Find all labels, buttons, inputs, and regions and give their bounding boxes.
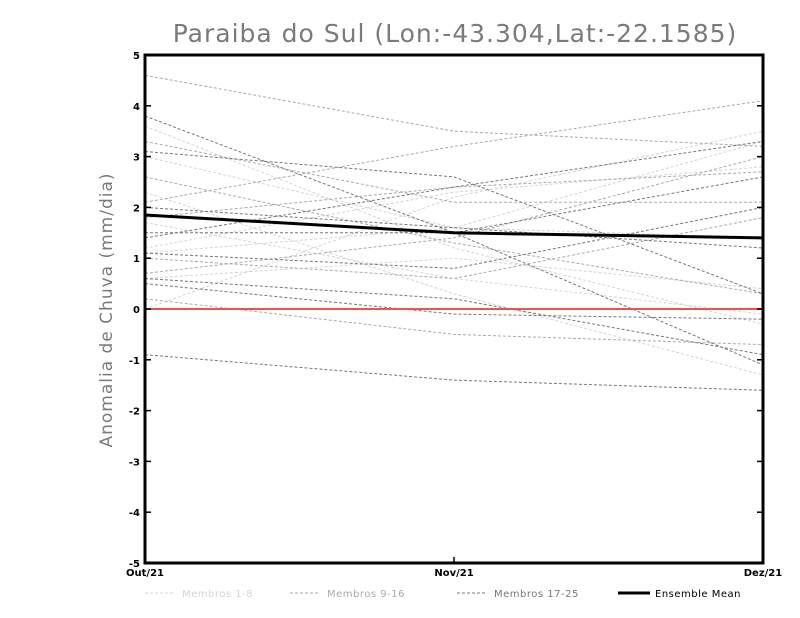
series-line-member-8 <box>144 222 764 315</box>
y-tick-label: -4 <box>129 508 140 519</box>
series-line-member-23 <box>144 354 764 391</box>
y-tick-label: -2 <box>129 407 140 418</box>
legend-label-2: Membros 9-16 <box>327 589 405 600</box>
series-line-member-1 <box>144 125 764 325</box>
series-line-member-5 <box>144 166 764 249</box>
x-tick-label: Out/21 <box>126 568 164 579</box>
y-axis-label: Anomalia de Chuva (mm/dia) <box>97 172 117 447</box>
series-layer <box>144 74 764 391</box>
y-axis-ticks: 5 4 3 2 1 0 -1 -2 -3 -4 -5 <box>129 51 763 570</box>
series-line-member-10 <box>144 100 764 203</box>
series-line-member-18 <box>144 151 764 295</box>
series-line-member-13 <box>144 298 764 346</box>
series-line-member-14 <box>144 171 764 219</box>
x-tick-label: Dez/21 <box>744 568 783 579</box>
y-tick-label: 0 <box>133 305 140 316</box>
chart-title: Paraiba do Sul (Lon:-43.304,Lat:-22.1585… <box>173 19 738 48</box>
legend-label-4: Ensemble Mean <box>655 589 741 600</box>
x-tick-label: Nov/21 <box>434 568 473 579</box>
ensemble-mean-line <box>144 213 764 240</box>
legend-label-1: Membros 1-8 <box>182 589 253 600</box>
y-tick-label: 1 <box>133 254 140 265</box>
series-line-member-25 <box>145 176 764 234</box>
y-tick-label: 4 <box>133 102 140 113</box>
series-line-member-17 <box>144 115 764 366</box>
legend-label-3: Membros 17-25 <box>494 589 579 600</box>
series-line-member-11 <box>144 176 764 295</box>
y-tick-label: 3 <box>133 153 140 164</box>
series-line-member-15 <box>144 156 764 274</box>
legend: Membros 1-8 Membros 9-16 Membros 17-25 Ense… <box>145 589 741 600</box>
series-line-member-9 <box>144 74 764 147</box>
series-line-member-6 <box>144 257 764 290</box>
series-line-member-21 <box>144 278 764 356</box>
series-line-member-16 <box>144 140 763 203</box>
series-line-member-7 <box>144 156 764 239</box>
y-tick-label: -3 <box>129 457 140 468</box>
y-tick-label: 2 <box>133 203 140 214</box>
x-axis-ticks: Out/21 Nov/21 Dez/21 <box>126 557 782 579</box>
y-tick-label: -5 <box>129 559 140 570</box>
y-tick-label: -1 <box>129 356 140 367</box>
series-line-member-19 <box>144 140 764 239</box>
series-line-member-24 <box>144 283 764 320</box>
ensemble-mean-layer <box>144 213 764 240</box>
y-tick-label: 5 <box>133 51 140 62</box>
series-line-member-22 <box>144 206 764 249</box>
series-line-member-2 <box>144 191 764 376</box>
